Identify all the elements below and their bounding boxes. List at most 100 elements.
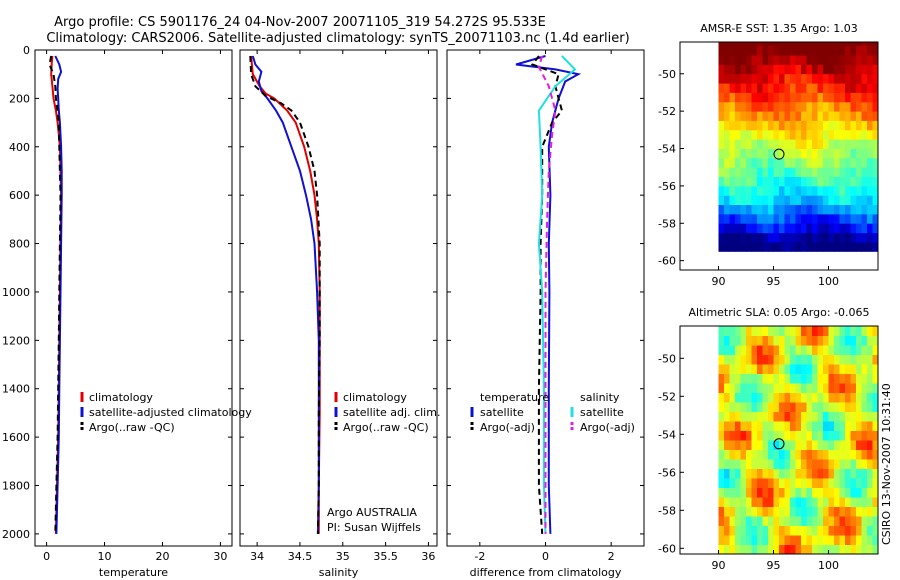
altimetric-sla-cell bbox=[828, 364, 835, 374]
amsre-sst-cell bbox=[757, 45, 763, 56]
amsre-sst-cell bbox=[773, 64, 780, 75]
altimetric-sla-cell bbox=[773, 392, 780, 403]
amsre-sst-cell bbox=[790, 232, 796, 243]
amsre-sst-cell bbox=[845, 223, 851, 234]
amsre-sst-cell bbox=[834, 232, 840, 243]
amsre-sst-cell bbox=[828, 195, 835, 205]
amsre-sst-cell bbox=[861, 167, 868, 177]
altimetric-sla-cell bbox=[773, 402, 780, 412]
altimetric-sla-cell bbox=[790, 430, 796, 441]
amsre-sst-cell bbox=[746, 55, 752, 65]
temperature-xtick-label: 0 bbox=[43, 550, 50, 563]
difference-legend-label: satellite bbox=[480, 406, 524, 419]
amsre-sst-cell bbox=[806, 148, 813, 159]
altimetric-sla-cell bbox=[779, 326, 785, 336]
altimetric-sla-cell bbox=[751, 421, 758, 431]
altimetric-sla-cell bbox=[817, 326, 824, 336]
altimetric-sla-cell bbox=[856, 459, 862, 469]
altimetric-sla-cell bbox=[740, 516, 747, 526]
amsre-sst-cell bbox=[795, 139, 802, 149]
amsre-sst-cell bbox=[828, 45, 835, 56]
amsre-sst-cell bbox=[735, 213, 741, 224]
altimetric-sla-cell bbox=[856, 430, 862, 441]
altimetric-sla-cell bbox=[751, 383, 758, 393]
amsre-sst-cell bbox=[784, 111, 791, 121]
altimetric-sla-cell bbox=[845, 535, 851, 545]
difference-legend-label: satellite bbox=[580, 406, 624, 419]
amsre-sst-cell bbox=[834, 92, 840, 103]
altimetric-sla-cell bbox=[729, 373, 736, 384]
amsre-sst-cell bbox=[856, 148, 862, 159]
altimetric-sla-cell bbox=[757, 459, 763, 469]
altimetric-sla-cell bbox=[845, 354, 851, 365]
altimetric-sla-cell bbox=[735, 364, 741, 374]
amsre-sst-cell bbox=[834, 139, 840, 149]
amsre-sst-cell bbox=[718, 232, 725, 243]
altimetric-sla-cell bbox=[724, 326, 730, 336]
altimetric-sla-cell bbox=[872, 468, 878, 479]
amsre-sst-cell bbox=[812, 167, 818, 177]
temperature-panel: 0 10 20 30 0 200 400 600 800 1000 1200 1400 1600 1800… bbox=[2, 44, 252, 579]
amsre-sst-cell bbox=[768, 64, 774, 75]
altimetric-sla-cell bbox=[790, 326, 796, 336]
altimetric-sla-cell bbox=[735, 487, 741, 498]
amsre-sst-cell bbox=[773, 213, 780, 224]
altimetric-sla-cell bbox=[812, 383, 818, 393]
amsre-sst-cell bbox=[724, 148, 730, 159]
amsre-sst-cell bbox=[812, 64, 818, 75]
altimetric-sla-cell bbox=[834, 468, 840, 479]
altimetric-sla-cell bbox=[795, 383, 802, 393]
amsre-sst-cell bbox=[735, 45, 741, 56]
altimetric-sla-cell bbox=[801, 421, 807, 431]
amsre-sst-cell bbox=[856, 204, 862, 215]
altimetric-sla-cell bbox=[817, 364, 824, 374]
amsre-sst-cell bbox=[757, 55, 763, 65]
altimetric-sla-cell bbox=[795, 440, 802, 450]
altimetric-sla-cell bbox=[757, 478, 763, 488]
altimetric-sla-cell bbox=[834, 497, 840, 507]
amsre-sst-cell bbox=[839, 232, 846, 243]
amsre-sst-cell bbox=[779, 185, 785, 196]
altimetric-sla-cell bbox=[779, 516, 785, 526]
altimetric-sla-cell bbox=[872, 411, 878, 422]
altimetric-sla-cell bbox=[740, 364, 747, 374]
amsre-sst-cell bbox=[867, 73, 873, 84]
altimetric-sla-cell bbox=[823, 544, 829, 554]
temperature-axes-frame bbox=[34, 49, 233, 547]
altimetric-sla-cell bbox=[735, 430, 741, 441]
amsre-sst-cell bbox=[757, 129, 763, 140]
altimetric-sla-cell bbox=[801, 383, 807, 393]
altimetric-sla-cell bbox=[735, 411, 741, 422]
altimetric-sla-cell bbox=[806, 326, 813, 336]
amsre-sst-cell bbox=[872, 213, 878, 224]
amsre-sst-cell bbox=[724, 55, 730, 65]
amsre-sst-cell bbox=[834, 223, 840, 234]
altimetric-sla-cell bbox=[856, 335, 862, 346]
altimetric-sla-cell bbox=[757, 440, 763, 450]
amsre-sst-cell bbox=[773, 195, 780, 205]
altimetric-sla-cell bbox=[735, 525, 741, 536]
amsre-sst-cell bbox=[718, 111, 725, 121]
amsre-sst-cell bbox=[867, 185, 873, 196]
altimetric-sla-cell bbox=[784, 421, 791, 431]
amsre-sst-cell bbox=[751, 55, 758, 65]
altimetric-sla-cell bbox=[718, 487, 725, 498]
altimetric-sla-cell bbox=[839, 440, 846, 450]
amsre-sst-cell bbox=[729, 195, 736, 205]
amsre-sst-cell bbox=[790, 42, 796, 47]
amsre-sst-cell bbox=[867, 92, 873, 103]
amsre-sst-cell bbox=[834, 204, 840, 215]
altimetric-sla-cell bbox=[790, 487, 796, 498]
amsre-sst-cell bbox=[856, 83, 862, 93]
amsre-sst-cell bbox=[801, 111, 807, 121]
amsre-sst-cell bbox=[839, 45, 846, 56]
altimetric-sla-cell bbox=[861, 506, 868, 517]
amsre-sst-cell bbox=[718, 64, 725, 75]
altimetric-sla-cell bbox=[757, 449, 763, 460]
altimetric-sla-cell bbox=[845, 392, 851, 403]
altimetric-sla-cell bbox=[724, 373, 730, 384]
altimetric-sla-cell bbox=[773, 478, 780, 488]
altimetric-sla-cell bbox=[812, 373, 818, 384]
salinity-legend-label: satellite adj. clim. bbox=[343, 406, 440, 419]
amsre-sst-cell bbox=[784, 148, 791, 159]
